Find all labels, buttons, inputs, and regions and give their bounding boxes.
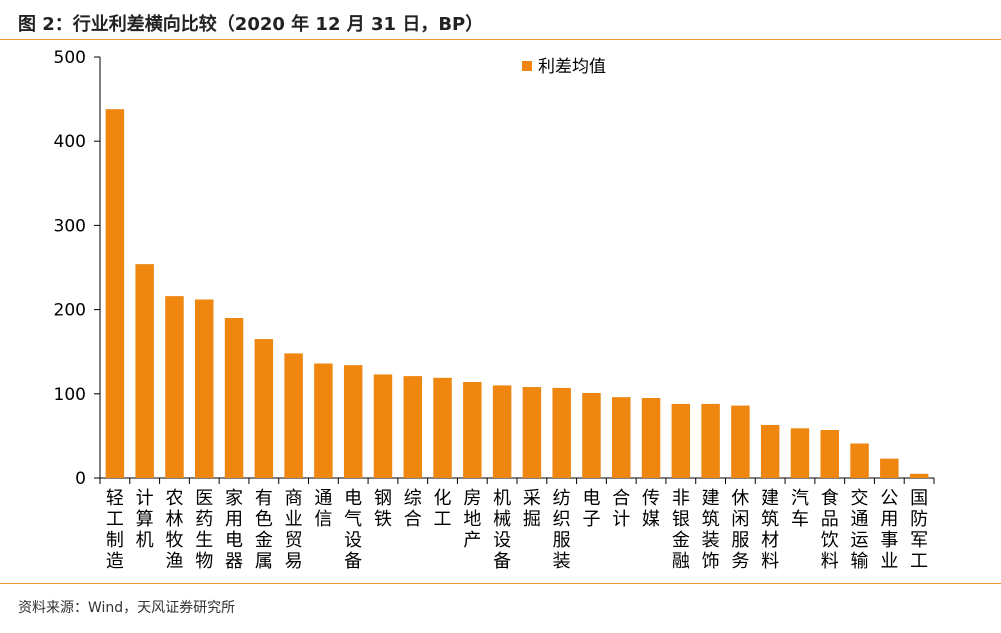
legend: 利差均值 xyxy=(522,57,606,77)
legend-label-series: 利差均值 xyxy=(538,57,606,77)
x-tick-label: 国防军工 xyxy=(910,488,928,572)
legend-swatch xyxy=(522,61,532,71)
bar xyxy=(403,376,422,478)
bar xyxy=(284,353,303,478)
x-tick-label: 食品饮料 xyxy=(821,488,839,572)
x-tick-label: 合计 xyxy=(612,488,630,530)
bar xyxy=(165,296,184,478)
y-tick-label: 500 xyxy=(54,48,86,68)
figure-title: 图 2：行业利差横向比较（2020 年 12 月 31 日，BP） xyxy=(18,14,484,35)
y-tick-label: 200 xyxy=(54,301,86,321)
x-tick-label: 通信 xyxy=(314,488,332,530)
y-axis: 0 100 200 300 400 500 xyxy=(54,48,101,489)
x-tick-label: 纺织服装 xyxy=(553,488,571,572)
x-axis: 轻工制造计算机农林牧渔医药生物家用电器有色金属商业贸易通信电气设备钢铁综合化工房… xyxy=(99,477,935,572)
x-tick-label: 房地产 xyxy=(463,488,481,551)
footer-rule xyxy=(0,583,1001,584)
x-tick-label: 传媒 xyxy=(642,488,660,530)
bar xyxy=(790,428,810,478)
bar xyxy=(552,387,571,478)
bar xyxy=(135,264,154,478)
bar xyxy=(731,405,750,478)
x-tick-label: 采掘 xyxy=(523,488,541,530)
bar xyxy=(373,374,393,478)
bar xyxy=(463,382,482,478)
bar-chart: 0 100 200 300 400 500 轻工制造计算机农林牧渔医药生物家用电器有色金属… xyxy=(54,48,935,572)
bar xyxy=(224,318,244,478)
x-tick-label: 综合 xyxy=(404,488,422,530)
bar xyxy=(880,458,899,478)
bar xyxy=(195,299,214,478)
source-note: 资料来源：Wind，天风证券研究所 xyxy=(18,600,236,616)
x-tick-label: 电子 xyxy=(582,488,600,530)
bar xyxy=(343,365,363,478)
bar xyxy=(105,109,125,478)
x-tick-label: 化工 xyxy=(434,488,452,530)
bar xyxy=(850,443,869,478)
y-tick-label: 300 xyxy=(54,216,86,236)
y-tick-label: 100 xyxy=(54,385,86,405)
bars xyxy=(105,109,929,478)
x-tick-label: 农林牧渔 xyxy=(165,488,183,572)
title-rule xyxy=(0,39,1001,40)
bar xyxy=(641,398,661,478)
x-tick-label: 交通运输 xyxy=(851,488,869,572)
x-tick-label: 建筑材料 xyxy=(761,488,779,572)
x-tick-label: 家用电器 xyxy=(225,488,243,572)
bar xyxy=(612,397,631,478)
bar xyxy=(254,339,274,478)
x-tick-label: 医药生物 xyxy=(195,488,213,572)
bar xyxy=(433,377,452,478)
bar xyxy=(492,385,512,478)
x-tick-label: 计算机 xyxy=(136,488,154,551)
y-tick-label: 0 xyxy=(75,469,86,489)
x-tick-label: 建筑装饰 xyxy=(702,488,720,572)
bar xyxy=(760,424,780,478)
bar xyxy=(701,403,720,478)
x-tick-label: 钢铁 xyxy=(374,488,392,530)
bar xyxy=(314,363,333,478)
x-tick-label: 公用事业 xyxy=(880,488,898,572)
bar xyxy=(909,473,929,478)
bar xyxy=(522,387,542,478)
x-tick-label: 电气设备 xyxy=(344,488,362,572)
x-tick-label: 休闲服务 xyxy=(731,488,749,572)
x-tick-label: 汽车 xyxy=(791,488,809,530)
x-tick-label: 轻工制造 xyxy=(106,488,124,572)
x-tick-label: 机械设备 xyxy=(493,488,511,572)
bar xyxy=(820,430,839,478)
bar xyxy=(582,392,601,478)
y-tick-label: 400 xyxy=(54,132,86,152)
x-tick-label: 商业贸易 xyxy=(285,488,303,572)
x-tick-label: 非银金融 xyxy=(672,488,690,572)
bar xyxy=(671,403,691,478)
x-tick-label: 有色金属 xyxy=(255,488,273,572)
